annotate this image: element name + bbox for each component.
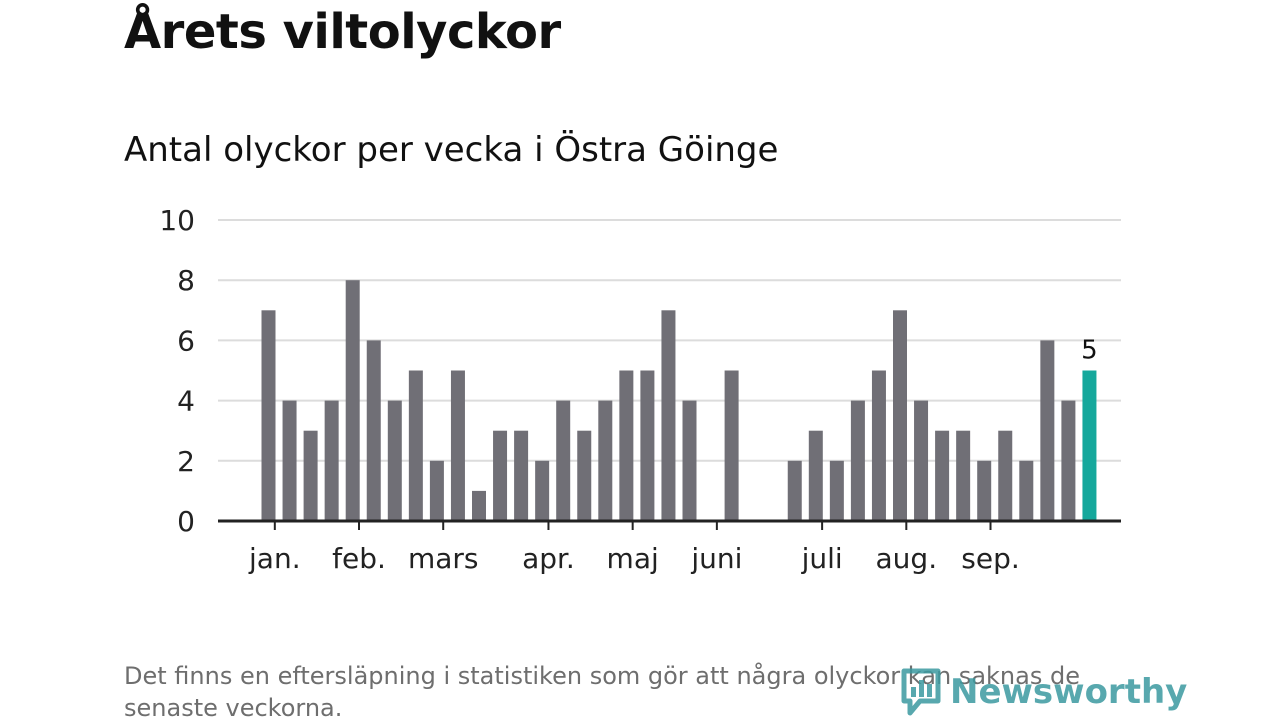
newsworthy-logo-text: Newsworthy: [950, 672, 1188, 712]
highlight-bar: [1082, 370, 1097, 521]
bar: [366, 340, 381, 521]
x-tick-label: juli: [801, 542, 843, 575]
x-tick-label: apr.: [522, 542, 575, 575]
bar: [935, 430, 950, 521]
bar-chart: 0 2 4 6 8 10 jan. feb. mars apr. maj juni juli aug. se…: [159, 204, 1121, 575]
bar: [472, 490, 486, 521]
y-tick-label: 10: [159, 204, 195, 237]
bar: [640, 370, 655, 521]
bar: [682, 400, 697, 521]
bar: [661, 310, 676, 521]
bar: [893, 310, 907, 521]
newsworthy-logo-icon: [901, 668, 941, 716]
x-tick-label: aug.: [876, 542, 938, 575]
bar: [1040, 340, 1055, 521]
bar: [871, 370, 886, 521]
x-tick-label: maj: [607, 542, 659, 575]
bar: [619, 370, 634, 521]
bar: [977, 460, 992, 521]
bar: [787, 460, 802, 521]
bar: [282, 400, 297, 521]
bar: [303, 430, 318, 521]
x-tick-label: feb.: [332, 542, 386, 575]
bar: [998, 430, 1013, 521]
bar: [261, 310, 276, 521]
x-tick-label: mars: [408, 542, 479, 575]
y-tick-label: 8: [177, 264, 195, 297]
bar: [577, 430, 592, 521]
bar: [450, 370, 465, 521]
highlight-value-label: 5: [1081, 336, 1098, 366]
bar: [408, 370, 423, 521]
bar: [598, 400, 613, 521]
bar: [808, 430, 823, 521]
x-tick-label: jan.: [248, 542, 301, 575]
bar: [429, 460, 444, 521]
bar: [914, 400, 929, 521]
x-tick-label: sep.: [961, 542, 1020, 575]
bar: [1061, 400, 1076, 521]
bar: [493, 430, 508, 521]
bar: [345, 280, 360, 521]
newsworthy-logo: Newsworthy: [900, 664, 1187, 720]
y-tick-label: 6: [177, 324, 195, 357]
chart-title: Årets viltolyckor: [124, 4, 561, 60]
bar: [1019, 460, 1034, 521]
bar: [556, 400, 571, 521]
bar: [535, 460, 550, 521]
bar: [956, 430, 971, 521]
bar: [829, 460, 844, 521]
y-tick-label: 2: [177, 445, 195, 478]
bar: [514, 430, 529, 521]
chart-subtitle: Antal olyckor per vecka i Östra Göinge: [124, 130, 779, 170]
y-tick-label: 0: [177, 505, 195, 538]
x-tick-label: juni: [690, 542, 742, 575]
bar: [387, 400, 402, 521]
bar: [324, 400, 339, 521]
bar: [850, 400, 865, 521]
bar: [724, 370, 739, 521]
y-tick-label: 4: [177, 385, 195, 418]
